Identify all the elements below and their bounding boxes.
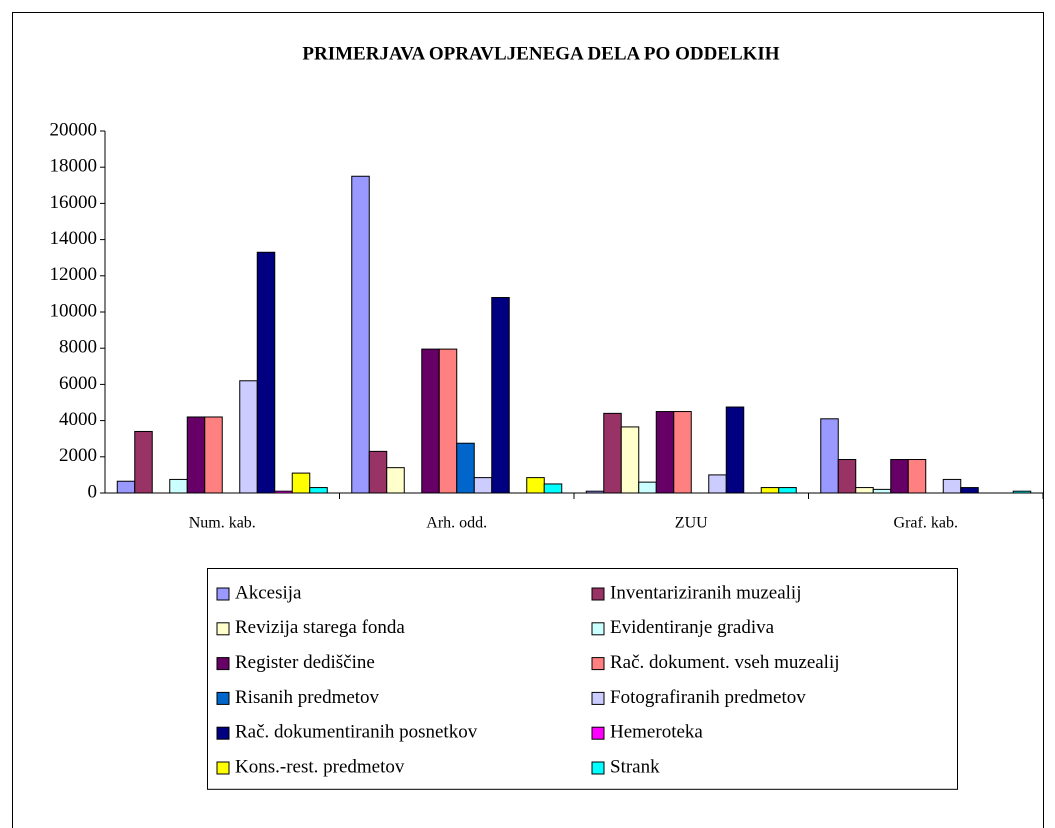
x-tick-label: ZUU [675,515,708,532]
bar [473,477,493,494]
legend-swatch [591,622,605,636]
bar [638,481,657,494]
bar [603,412,622,494]
legend-label: Evidentiranje gradiva [610,617,775,638]
legend-swatch [591,657,605,671]
bar [907,459,927,494]
legend-swatch [216,587,230,601]
legend-label: Inventariziranih muzealij [610,582,802,603]
bar [655,411,675,494]
y-tick-label: 10000 [50,300,98,321]
bar [673,411,692,494]
bar [837,459,857,494]
legend-label: Hemeroteka [610,722,703,743]
bar [456,442,475,494]
bar [543,483,563,494]
x-tick-label: Arh. odd. [426,515,487,532]
legend-swatch [216,691,230,705]
y-tick-label: 0 [88,481,98,502]
legend-label: Revizija starega fonda [235,617,405,638]
y-tick-label: 6000 [59,373,97,394]
legend-swatch [216,657,230,671]
bar [620,426,640,494]
bar [204,416,223,494]
legend-label: Fotografiranih predmetov [610,687,806,708]
legend-swatch [591,761,605,775]
y-tick-label: 2000 [59,445,97,466]
bar [438,348,458,494]
bar [778,487,797,494]
legend-label: Akcesija [235,582,302,603]
bar [708,474,727,494]
legend-swatch [591,587,605,601]
y-tick-label: 4000 [59,409,97,430]
y-tick-label: 20000 [50,119,98,140]
chart-title: PRIMERJAVA OPRAVLJENEGA DELA PO ODDELKIH [302,43,779,64]
bar [820,418,839,494]
bar [134,430,153,494]
y-tick-label: 12000 [50,264,98,285]
bar [872,488,892,494]
legend-label: Rač. dokument. vseh muzealij [610,652,840,673]
bar [942,478,962,494]
legend-swatch [216,622,230,636]
bar [421,348,440,494]
bar [368,450,388,494]
bar [239,380,258,494]
y-tick-label: 18000 [50,156,98,177]
legend-label: Rač. dokumentiranih posnetkov [235,722,478,743]
legend-label: Strank [610,756,660,777]
legend-swatch [591,691,605,705]
bar [760,487,780,494]
bar [116,480,136,494]
bar [186,416,206,494]
y-tick-label: 14000 [50,228,98,249]
bar [960,487,979,494]
legend-label: Register dediščine [235,652,375,673]
bar [291,472,311,494]
bar [169,478,188,494]
legend-label: Kons.-rest. predmetov [235,756,405,777]
legend-label: Risanih predmetov [235,687,380,708]
bar [386,467,405,494]
legend-box [207,568,958,790]
bar [309,487,328,494]
bar [725,406,745,494]
y-tick-label: 8000 [59,337,97,358]
x-tick-label: Graf. kab. [894,515,958,532]
legend-swatch [216,761,230,775]
bar [491,297,510,494]
bar [526,477,545,494]
bar [351,175,370,494]
x-tick-label: Num. kab. [189,515,256,532]
bar [855,487,874,494]
legend-swatch [591,726,605,740]
bar [256,251,276,494]
bar [890,459,909,494]
legend-swatch [216,726,230,740]
y-tick-label: 16000 [50,192,98,213]
